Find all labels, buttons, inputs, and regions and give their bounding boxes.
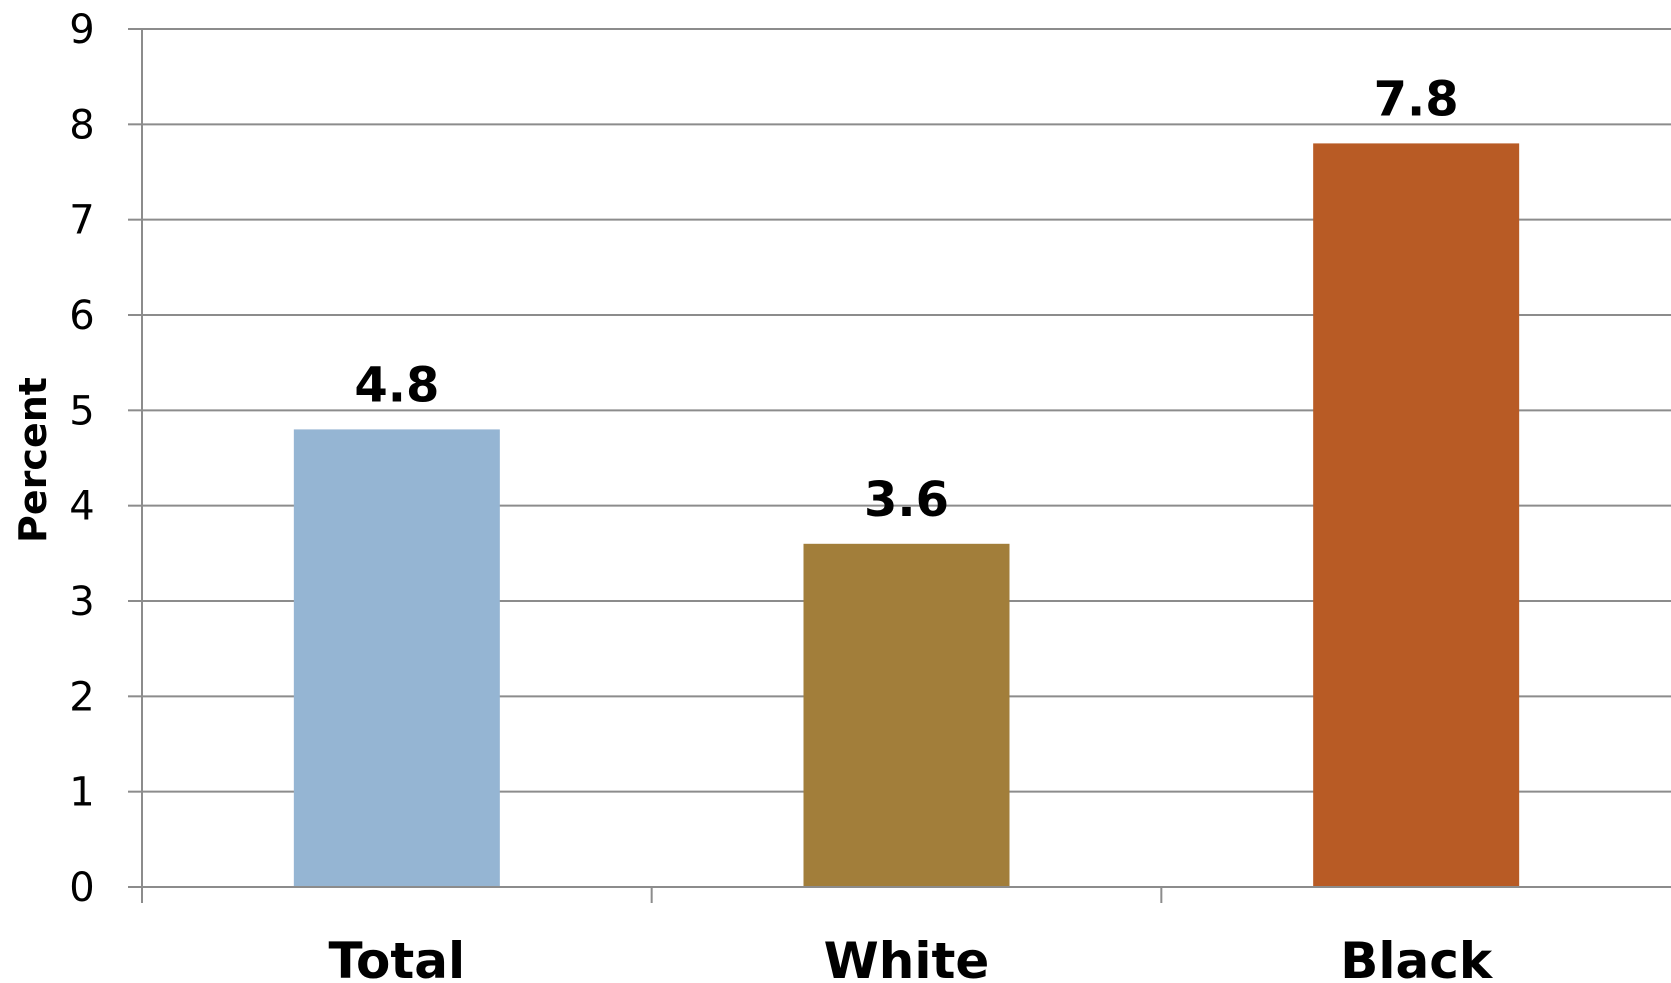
bars	[293, 143, 1520, 887]
y-tick-label: 6	[69, 293, 94, 339]
y-tick-label: 4	[69, 484, 94, 530]
y-tick-label: 7	[69, 198, 94, 244]
data-label-total: 4.8	[354, 357, 439, 413]
bar-white	[803, 543, 1010, 887]
data-label-black: 7.8	[1374, 71, 1459, 127]
category-label-total: Total	[329, 932, 466, 983]
y-tick-label: 1	[69, 770, 94, 816]
category-label-white: White	[824, 932, 990, 983]
data-label-white: 3.6	[864, 472, 949, 528]
y-tick-label: 0	[69, 865, 94, 911]
y-tick-labels: 0 1 2 3 4 5 6 7 8 9	[69, 7, 94, 911]
y-tick-label: 2	[69, 674, 94, 720]
y-tick-label: 3	[69, 579, 94, 625]
category-label-black: Black	[1340, 932, 1494, 983]
x-tick-labels: Total White Black	[329, 932, 1494, 983]
y-tick-label: 9	[69, 7, 94, 53]
y-tick-label: 8	[69, 102, 94, 148]
data-labels: 4.8 3.6 7.8	[354, 71, 1458, 527]
y-axis-title: Percent	[11, 377, 55, 543]
bar-black	[1313, 143, 1520, 887]
bar-total	[293, 429, 500, 887]
y-tick-label: 5	[69, 388, 94, 434]
axes	[128, 28, 1671, 903]
